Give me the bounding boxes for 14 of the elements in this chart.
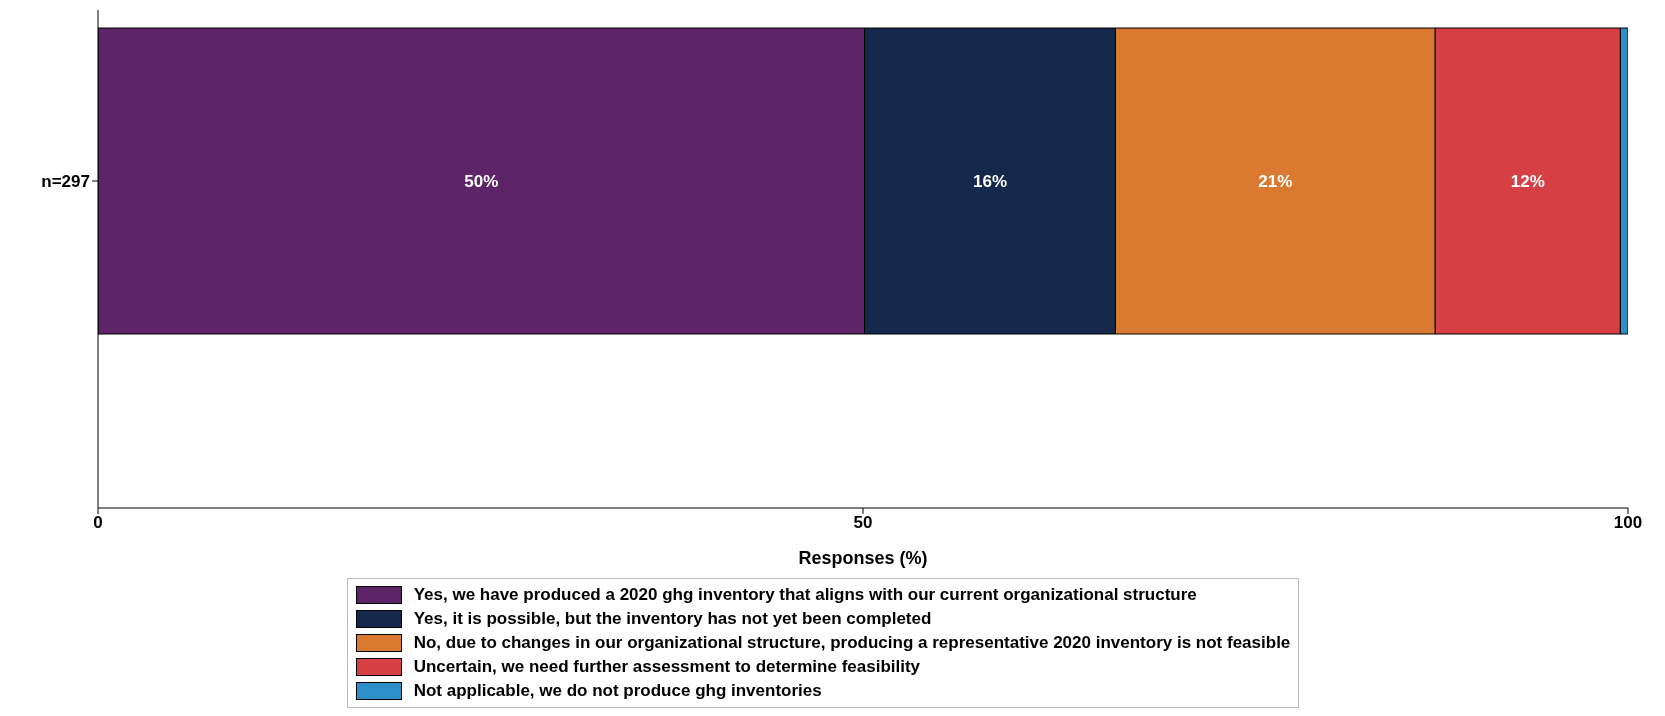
- legend-label: Yes, it is possible, but the inventory has not yet been completed: [413, 609, 932, 629]
- legend-label: No, due to changes in our organizational structure, producing a representative 2020 inventory is not feasible: [413, 633, 1291, 653]
- data-label: 12%: [1510, 171, 1545, 191]
- y-tick-label: n=297: [41, 172, 90, 192]
- x-tick-label: 0: [93, 513, 103, 533]
- x-tick-label: 100: [1613, 513, 1643, 533]
- legend-label: Not applicable, we do not produce ghg inventories: [413, 681, 822, 701]
- legend-label: Yes, we have produced a 2020 ghg inventory that aligns with our current organizational structure: [413, 585, 1197, 605]
- x-axis-title: Responses (%): [798, 548, 928, 568]
- legend-label: Uncertain, we need further assessment to determine feasibility: [413, 657, 921, 677]
- data-label: 50%: [464, 171, 499, 191]
- data-label: 21%: [1258, 171, 1293, 191]
- x-tick-label: 50: [853, 513, 873, 533]
- data-label: 16%: [972, 171, 1008, 191]
